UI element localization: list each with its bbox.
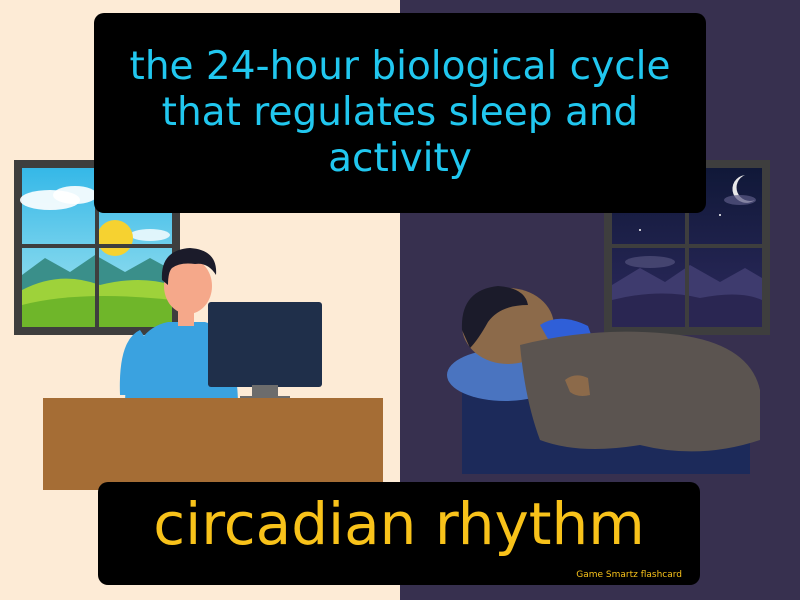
brand-label: Game Smartz flashcard: [576, 570, 682, 580]
sun-icon: [97, 220, 133, 256]
computer-monitor: [208, 302, 322, 400]
blanket: [520, 331, 760, 452]
definition-box: the 24-hour biological cycle that regula…: [94, 13, 706, 213]
term-text: circadian rhythm: [153, 490, 645, 558]
definition-text: the 24-hour biological cycle that regula…: [129, 44, 671, 181]
desk: [43, 398, 383, 490]
sleeping-person: [447, 286, 760, 474]
term-box: circadian rhythm Game Smartz flashcard: [98, 482, 700, 585]
